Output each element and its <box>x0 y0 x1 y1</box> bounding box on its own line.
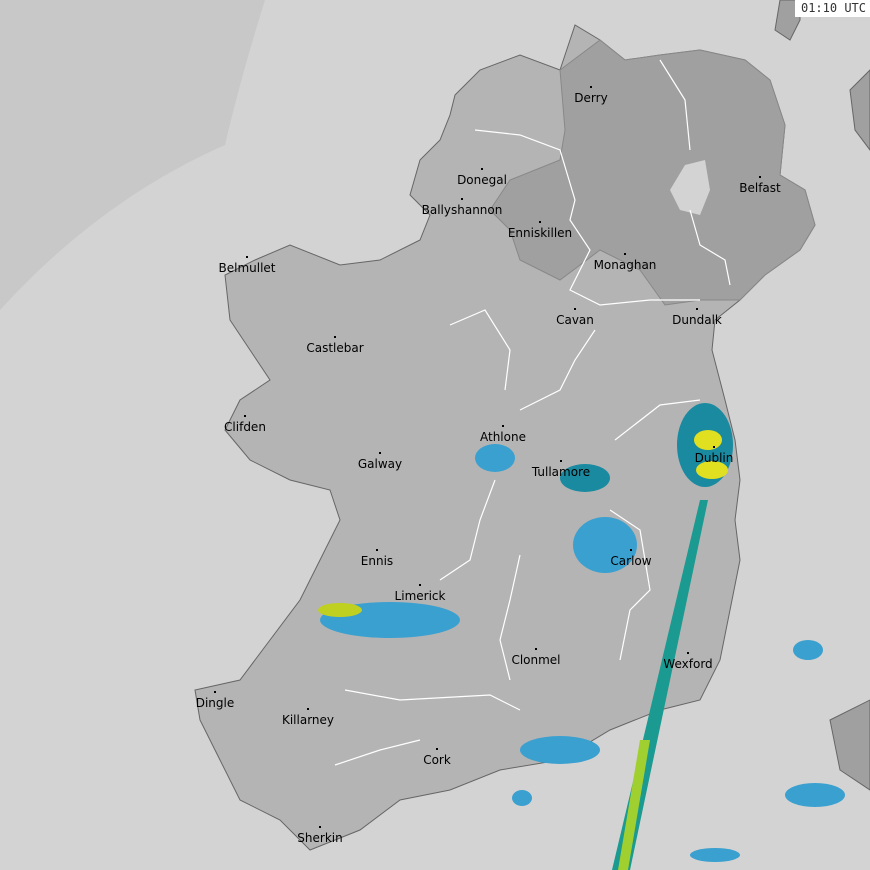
city-marker <box>481 168 483 170</box>
city-label: Killarney <box>282 713 334 727</box>
city-marker <box>696 308 698 310</box>
city-marker <box>376 549 378 551</box>
city-label: Belfast <box>739 181 781 195</box>
city-marker <box>560 460 562 462</box>
city-labels: Derry Donegal Belfast Ballyshannon Enniskill… <box>196 86 781 845</box>
city-label: Clonmel <box>511 653 560 667</box>
city-label: Ballyshannon <box>422 203 503 217</box>
city-marker <box>759 176 761 178</box>
city-label: Limerick <box>395 589 446 603</box>
city-marker <box>502 425 504 427</box>
city-marker <box>419 584 421 586</box>
city-marker <box>590 86 592 88</box>
city-label: Dundalk <box>672 313 722 327</box>
city-marker <box>319 826 321 828</box>
city-marker <box>687 652 689 654</box>
northern-ireland <box>489 39 816 306</box>
city-label: Dingle <box>196 696 235 710</box>
city-marker <box>539 221 541 223</box>
scotland-coast <box>774 0 870 791</box>
city-marker <box>214 691 216 693</box>
city-marker <box>630 549 632 551</box>
city-label: Athlone <box>480 430 526 444</box>
lough-neagh <box>670 160 710 215</box>
outer-sea <box>0 0 265 310</box>
city-label: Galway <box>358 457 402 471</box>
city-label: Tullamore <box>531 465 590 479</box>
city-label: Clifden <box>224 420 266 434</box>
city-marker <box>535 648 537 650</box>
city-label: Castlebar <box>306 341 363 355</box>
city-label: Monaghan <box>594 258 657 272</box>
city-marker <box>379 452 381 454</box>
city-label: Cork <box>423 753 451 767</box>
city-marker <box>461 198 463 200</box>
city-marker <box>244 415 246 417</box>
city-label: Dublin <box>695 451 734 465</box>
city-label: Carlow <box>610 554 651 568</box>
city-label: Ennis <box>361 554 393 568</box>
radar-echoes <box>318 403 845 870</box>
city-marker <box>436 748 438 750</box>
city-label: Belmullet <box>219 261 276 275</box>
city-marker <box>307 708 309 710</box>
county-borders <box>334 59 731 766</box>
city-label: Derry <box>574 91 607 105</box>
city-label: Wexford <box>663 657 712 671</box>
city-marker <box>713 446 715 448</box>
city-marker <box>624 253 626 255</box>
city-label: Donegal <box>457 173 507 187</box>
city-marker <box>246 256 248 258</box>
timestamp-label: 01:10 UTC <box>794 0 870 17</box>
city-label: Enniskillen <box>508 226 572 240</box>
city-marker <box>334 336 336 338</box>
city-marker <box>574 308 576 310</box>
city-label: Sherkin <box>297 831 342 845</box>
city-label: Cavan <box>556 313 594 327</box>
